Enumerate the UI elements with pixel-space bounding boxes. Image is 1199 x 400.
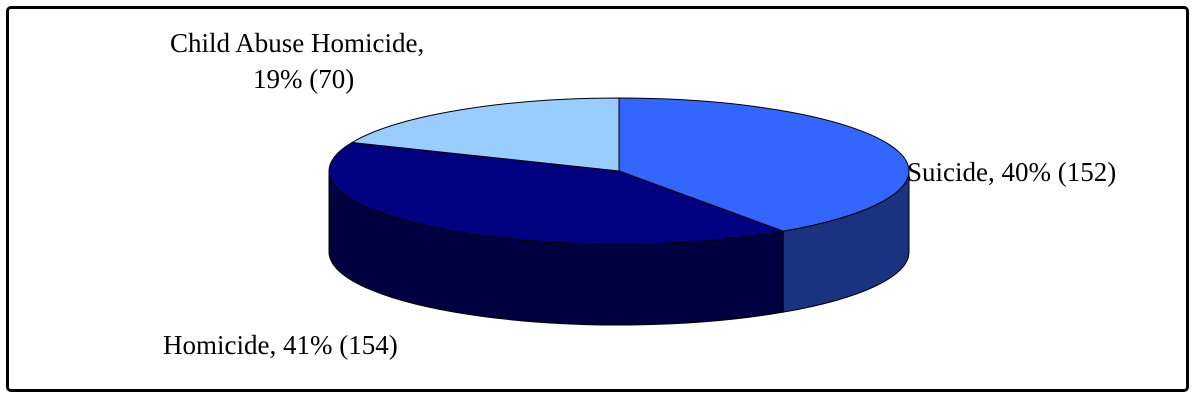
slice-suicide xyxy=(618,97,910,232)
pie-sides xyxy=(328,170,910,326)
pie-labels: Suicide, 40% (152) Homicide, 41% (154) C… xyxy=(163,28,1116,360)
slice-label-homicide: Homicide, 41% (154) xyxy=(163,330,398,360)
slice-label-child-abuse-line2: 19% (70) xyxy=(253,64,354,94)
slice-homicide xyxy=(328,141,786,245)
pie-tops xyxy=(328,97,910,245)
slice-label-suicide: Suicide, 40% (152) xyxy=(907,157,1116,187)
slice-label-child-abuse-line1: Child Abuse Homicide, xyxy=(170,28,424,58)
slice-child-abuse-homicide xyxy=(350,97,620,172)
